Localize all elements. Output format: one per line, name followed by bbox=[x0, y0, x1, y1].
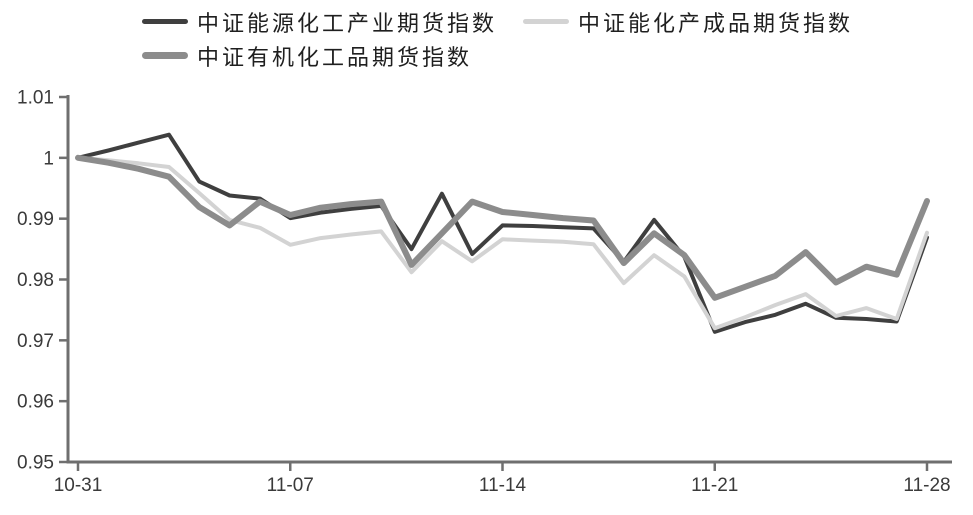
legend-label: 中证有机化工品期货指数 bbox=[197, 44, 473, 70]
series-line-2 bbox=[75, 154, 930, 301]
chart-legend: 中证能源化工产业期货指数 中证能化产成品期货指数 中证有机化工品期货指数 bbox=[142, 8, 882, 70]
y-tick-label: 0.97 bbox=[17, 331, 54, 352]
y-tick-label: 1.01 bbox=[17, 88, 54, 109]
legend-item-organic-chemicals: 中证有机化工品期货指数 bbox=[142, 42, 473, 70]
legend-label: 中证能源化工产业期货指数 bbox=[197, 10, 498, 36]
x-tick-label: 11-07 bbox=[267, 475, 314, 496]
x-tick-label: 11-21 bbox=[691, 475, 738, 496]
line-swatch-icon bbox=[142, 52, 188, 59]
line-swatch-icon bbox=[523, 19, 570, 24]
x-tick-label: 11-14 bbox=[479, 475, 527, 496]
y-tick-label: 0.99 bbox=[17, 209, 54, 230]
legend-item-energy-chemical-products: 中证能化产成品期货指数 bbox=[523, 8, 854, 36]
series-line-1 bbox=[76, 155, 929, 331]
y-tick-label: 0.98 bbox=[17, 270, 54, 291]
series-line-0 bbox=[76, 132, 929, 334]
x-tick-label: 10-31 bbox=[54, 475, 103, 496]
legend-label: 中证能化产成品期货指数 bbox=[578, 10, 854, 36]
y-tick-label: 1 bbox=[43, 148, 54, 169]
legend-item-energy-chemical-industry: 中证能源化工产业期货指数 bbox=[142, 8, 498, 36]
y-tick-label: 0.96 bbox=[17, 392, 54, 413]
line-swatch-icon bbox=[142, 19, 188, 24]
y-tick-label: 0.95 bbox=[17, 453, 54, 474]
x-tick-label: 11-28 bbox=[903, 475, 950, 496]
